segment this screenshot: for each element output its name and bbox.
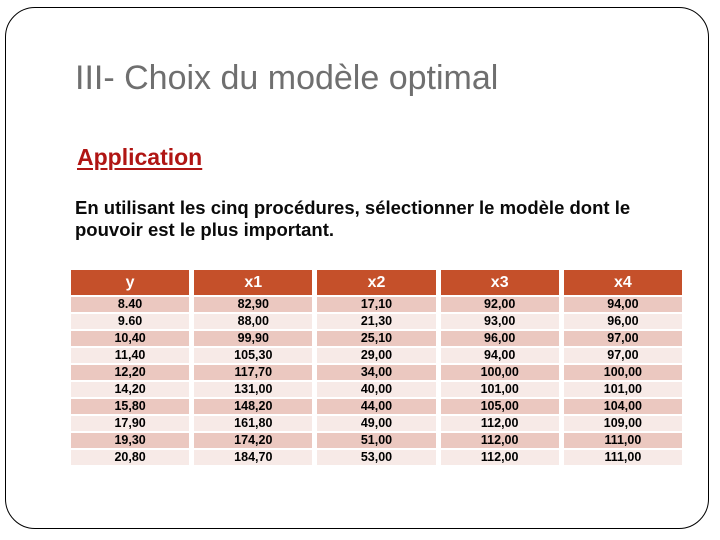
table-cell: 17,90 — [71, 416, 190, 431]
table-cell: 148,20 — [194, 399, 313, 414]
slide-title: III- Choix du modèle optimal — [75, 59, 499, 97]
table-cell: 34,00 — [317, 365, 436, 380]
table-cell: 88,00 — [194, 314, 313, 329]
instruction-line-1: En utilisant les cinq procédures, sélect… — [75, 197, 631, 218]
table-header-cell: y — [71, 270, 190, 295]
table-header-cell: x1 — [194, 270, 313, 295]
slide-subtitle: Application — [77, 144, 203, 170]
table-cell: 112,00 — [440, 433, 559, 448]
table-cell: 131,00 — [194, 382, 313, 397]
data-table: y x1 x2 x3 x4 8.40 82,90 17,10 92,00 94,00 9.60 88,… — [71, 270, 682, 465]
table-header-cell: x2 — [317, 270, 436, 295]
table-cell: 93,00 — [440, 314, 559, 329]
table-cell: 8.40 — [71, 297, 190, 312]
table-cell: 174,20 — [194, 433, 313, 448]
table-cell: 40,00 — [317, 382, 436, 397]
table-cell: 100,00 — [563, 365, 682, 380]
table-cell: 161,80 — [194, 416, 313, 431]
table-cell: 82,90 — [194, 297, 313, 312]
table-cell: 11,40 — [71, 348, 190, 363]
table-cell: 97,00 — [563, 348, 682, 363]
table-cell: 29,00 — [317, 348, 436, 363]
table-cell: 92,00 — [440, 297, 559, 312]
table-cell: 100,00 — [440, 365, 559, 380]
table-header-cell: x4 — [563, 270, 682, 295]
instruction-text: En utilisant les cinq procédures, sélect… — [75, 197, 700, 241]
table-cell: 101,00 — [563, 382, 682, 397]
table-cell: 15,80 — [71, 399, 190, 414]
table-cell: 104,00 — [563, 399, 682, 414]
table-cell: 20,80 — [71, 450, 190, 465]
table-cell: 44,00 — [317, 399, 436, 414]
table-cell: 14,20 — [71, 382, 190, 397]
table-cell: 105,00 — [440, 399, 559, 414]
table-cell: 112,00 — [440, 450, 559, 465]
table-cell: 94,00 — [440, 348, 559, 363]
table-cell: 96,00 — [440, 331, 559, 346]
table-cell: 21,30 — [317, 314, 436, 329]
table-cell: 101,00 — [440, 382, 559, 397]
table-cell: 51,00 — [317, 433, 436, 448]
table-cell: 25,10 — [317, 331, 436, 346]
table-cell: 112,00 — [440, 416, 559, 431]
table-cell: 99,90 — [194, 331, 313, 346]
table-cell: 109,00 — [563, 416, 682, 431]
table-header-cell: x3 — [440, 270, 559, 295]
table-cell: 9.60 — [71, 314, 190, 329]
table-cell: 19,30 — [71, 433, 190, 448]
table-cell: 17,10 — [317, 297, 436, 312]
table-cell: 10,40 — [71, 331, 190, 346]
table-cell: 117,70 — [194, 365, 313, 380]
table-cell: 184,70 — [194, 450, 313, 465]
table-cell: 105,30 — [194, 348, 313, 363]
table-cell: 97,00 — [563, 331, 682, 346]
instruction-line-2: pouvoir est le plus important. — [75, 219, 335, 240]
table-cell: 111,00 — [563, 450, 682, 465]
table-cell: 49,00 — [317, 416, 436, 431]
table-cell: 96,00 — [563, 314, 682, 329]
table-cell: 94,00 — [563, 297, 682, 312]
table-cell: 12,20 — [71, 365, 190, 380]
table-cell: 53,00 — [317, 450, 436, 465]
table-cell: 111,00 — [563, 433, 682, 448]
